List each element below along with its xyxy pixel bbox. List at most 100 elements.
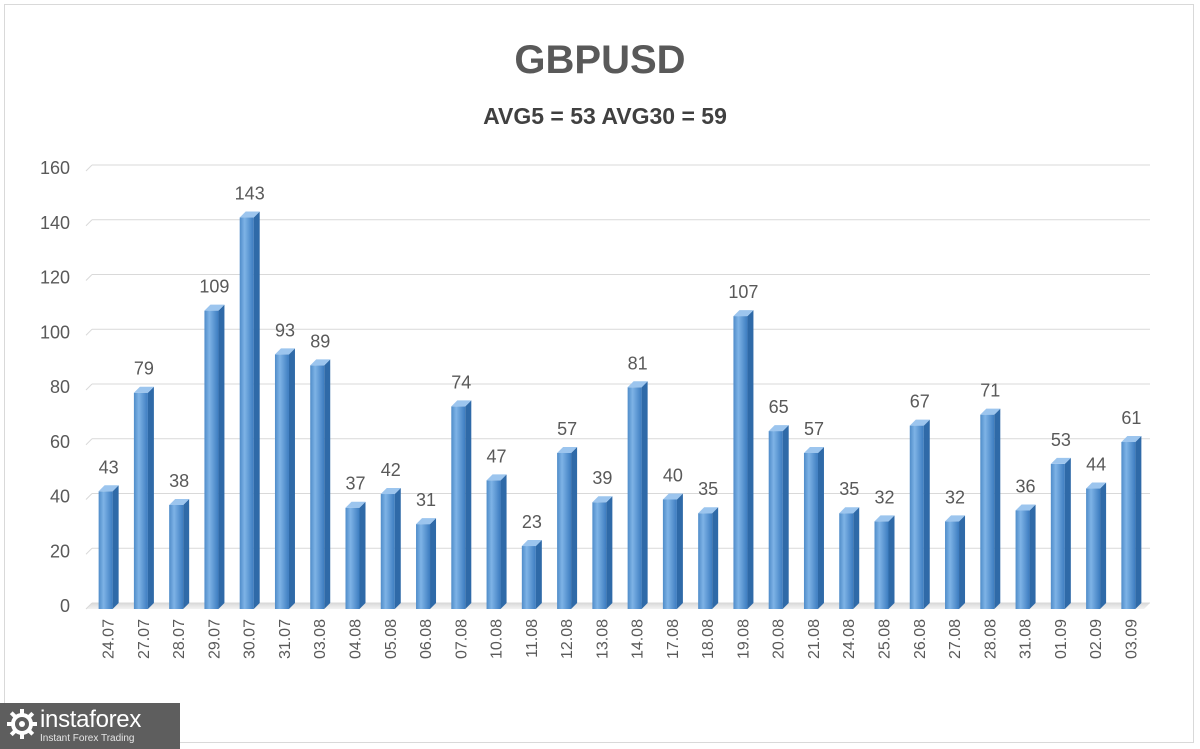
- x-tick-label: 30.07: [242, 619, 259, 659]
- logo-brand-text: instaforex: [40, 706, 142, 733]
- bar: [486, 474, 507, 609]
- bar: [945, 515, 966, 609]
- bar: [169, 498, 190, 609]
- x-tick-label: 27.08: [947, 619, 964, 659]
- bar: [98, 485, 119, 609]
- y-tick-label: 120: [40, 268, 70, 288]
- gridline-depth: [85, 328, 93, 336]
- bar: [839, 507, 860, 609]
- x-tick-label: 28.07: [171, 619, 188, 659]
- bar: [274, 348, 295, 609]
- bars: [98, 211, 1142, 609]
- x-tick-label: 14.08: [630, 619, 647, 659]
- x-tick-label: 28.08: [982, 619, 999, 659]
- data-label: 79: [134, 359, 154, 379]
- y-tick-label: 20: [50, 541, 70, 561]
- gridline-depth: [85, 164, 93, 172]
- data-label: 57: [557, 419, 577, 439]
- data-label: 42: [381, 460, 401, 480]
- data-label: 74: [451, 372, 471, 392]
- bar: [239, 211, 260, 609]
- x-tick-label: 29.07: [206, 619, 223, 659]
- y-tick-label: 0: [60, 596, 70, 616]
- data-label: 39: [592, 468, 612, 488]
- x-tick-label: 11.08: [524, 619, 541, 658]
- bar: [909, 419, 930, 609]
- bar: [416, 518, 437, 609]
- y-tick-label: 100: [40, 322, 70, 342]
- x-tick-label: 05.08: [383, 619, 400, 659]
- x-tick-label: 06.08: [418, 619, 435, 659]
- chart-frame: [4, 4, 1194, 743]
- x-tick-label: 03.09: [1123, 619, 1140, 659]
- data-label: 47: [487, 446, 507, 466]
- x-tick-label: 31.07: [277, 619, 294, 659]
- data-label: 65: [769, 397, 789, 417]
- bar: [627, 381, 648, 609]
- gridline-depth: [85, 602, 93, 610]
- y-tick-label: 80: [50, 377, 70, 397]
- x-tick-label: 27.07: [136, 619, 153, 659]
- bar: [1015, 504, 1036, 609]
- data-label: 109: [199, 277, 229, 297]
- bar: [204, 304, 225, 609]
- y-tick-label: 40: [50, 487, 70, 507]
- data-label: 31: [416, 490, 436, 510]
- x-axis: 24.07 27.07 28.07 29.07 30.07 31.07 03.08 04.08…: [101, 619, 1141, 659]
- x-tick-label: 13.08: [594, 619, 611, 659]
- data-label: 23: [522, 512, 542, 532]
- gridline-depth: [85, 219, 93, 227]
- data-label: 35: [698, 479, 718, 499]
- logo-tagline: Instant Forex Trading: [40, 733, 135, 744]
- data-labels: 43 79 38 109 143 93 89 37 42 31 74 47 23 57 39 81 40 35 10…: [99, 184, 1142, 532]
- data-label: 107: [728, 282, 758, 302]
- bar: [874, 515, 895, 609]
- data-label: 93: [275, 320, 295, 340]
- data-label: 38: [169, 471, 189, 491]
- gear-logo-icon: [7, 709, 37, 739]
- bar: [345, 501, 366, 609]
- data-label: 57: [804, 419, 824, 439]
- x-tick-label: 02.09: [1088, 619, 1105, 659]
- bar: [133, 386, 154, 609]
- gridline-depth: [85, 493, 93, 500]
- data-label: 71: [980, 381, 1000, 401]
- bar: [733, 310, 754, 609]
- bar: [980, 408, 1001, 609]
- x-tick-label: 03.08: [312, 619, 329, 659]
- data-label: 67: [910, 392, 930, 412]
- bar: [662, 493, 683, 609]
- x-tick-label: 20.08: [771, 619, 788, 659]
- y-axis: 0 20 40 60 80 100 120 140 160: [40, 158, 70, 616]
- x-tick-label: 24.07: [101, 619, 118, 659]
- chart-title: GBPUSD: [514, 38, 686, 82]
- bar: [310, 359, 331, 609]
- data-label: 36: [1016, 476, 1036, 496]
- y-tick-label: 160: [40, 158, 70, 178]
- bar: [521, 540, 542, 609]
- gridline-depth: [85, 547, 93, 555]
- chart-subtitle: AVG5 = 53 AVG30 = 59: [483, 103, 727, 129]
- x-tick-label: 01.09: [1053, 619, 1070, 659]
- x-tick-label: 17.08: [665, 619, 682, 659]
- x-tick-label: 21.08: [806, 619, 823, 659]
- x-tick-label: 18.08: [700, 619, 717, 659]
- x-tick-label: 24.08: [841, 619, 858, 659]
- gridline-depth: [85, 383, 93, 391]
- x-tick-label: 26.08: [912, 619, 929, 659]
- x-tick-label: 04.08: [348, 619, 365, 659]
- bar: [1086, 482, 1107, 609]
- data-label: 35: [839, 479, 859, 499]
- data-label: 44: [1086, 455, 1106, 475]
- data-label: 143: [235, 184, 265, 204]
- bar: [380, 488, 401, 609]
- bar: [768, 425, 789, 609]
- data-label: 32: [874, 487, 894, 507]
- x-tick-label: 10.08: [489, 619, 506, 659]
- x-tick-label: 19.08: [735, 619, 752, 659]
- bar: [803, 446, 824, 609]
- data-label: 32: [945, 487, 965, 507]
- x-tick-label: 25.08: [877, 619, 894, 659]
- bar: [592, 496, 613, 609]
